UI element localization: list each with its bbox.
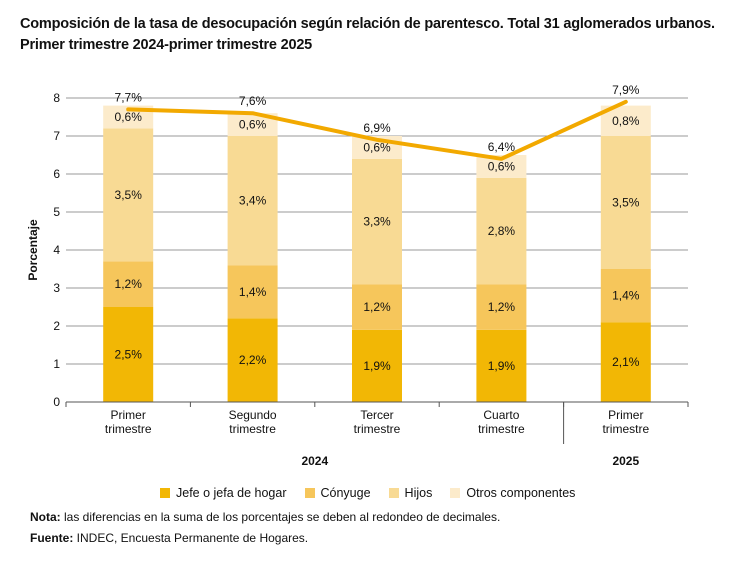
bar-segment-label: 3,3% xyxy=(363,215,391,229)
y-tick-label: 0 xyxy=(53,395,60,409)
y-tick-label: 5 xyxy=(53,205,60,219)
bar-segment xyxy=(600,269,651,323)
x-tick-label: trimestre xyxy=(478,422,525,436)
footnote-nota-text: las diferencias en la suma de los porcen… xyxy=(60,510,501,524)
total-rate-label: 6,9% xyxy=(363,121,391,135)
bar-segment-label: 3,4% xyxy=(239,194,267,208)
legend-label-conyuge: Cónyuge xyxy=(320,486,371,500)
legend-label-otros: Otros componentes xyxy=(466,486,576,500)
x-tick-label: Segundo xyxy=(229,408,277,422)
bar-segment-label: 2,2% xyxy=(239,353,267,367)
total-rate-label: 7,7% xyxy=(115,90,143,104)
x-tick-label: trimestre xyxy=(602,422,649,436)
bar-segment-label: 0,6% xyxy=(488,159,516,173)
x-tick-label: Primer xyxy=(608,408,643,422)
y-tick-label: 2 xyxy=(53,319,60,333)
bar-segment xyxy=(476,329,527,402)
bar-segment-label: 2,5% xyxy=(115,348,143,362)
legend-item-hijos: Hijos xyxy=(388,486,433,500)
bar-segment-label: 1,2% xyxy=(488,300,516,314)
x-tick-label: Primer xyxy=(111,408,146,422)
x-tick-label: trimestre xyxy=(229,422,276,436)
legend-label-jefe: Jefe o jefa de hogar xyxy=(176,486,287,500)
bar-segment-label: 3,5% xyxy=(612,196,640,210)
legend-label-hijos: Hijos xyxy=(404,486,433,500)
y-tick-label: 6 xyxy=(53,167,60,181)
bar-segment-label: 1,4% xyxy=(239,285,267,299)
footnote-fuente: Fuente: INDEC, Encuesta Permanente de Ho… xyxy=(30,531,308,545)
bar-segment xyxy=(476,284,527,330)
footnote-fuente-text: INDEC, Encuesta Permanente de Hogares. xyxy=(73,531,309,545)
bar-segment-label: 0,6% xyxy=(239,118,267,132)
bar-segment xyxy=(227,136,278,266)
total-rate-label: 6,4% xyxy=(488,140,516,154)
bar-segment xyxy=(476,155,527,178)
total-rate-label: 7,6% xyxy=(239,94,267,108)
year-group-label: 2024 xyxy=(301,454,328,468)
chart-title-line-1: Composición de la tasa de desocupación s… xyxy=(20,16,715,32)
bar-segment xyxy=(227,113,278,136)
x-tick-label: Cuarto xyxy=(483,408,519,422)
chart-title: Composición de la tasa de desocupación s… xyxy=(20,14,720,56)
bar-segment-label: 1,2% xyxy=(363,300,391,314)
bar-segment xyxy=(352,284,402,330)
bar-segment-label: 2,1% xyxy=(612,355,640,369)
bar-segment xyxy=(103,261,154,307)
footnote-nota-label: Nota: xyxy=(30,510,61,524)
bar-segment xyxy=(103,307,154,402)
bar-segment xyxy=(352,329,402,402)
y-axis-label: Porcentaje xyxy=(26,219,40,281)
stacked-bar-chart: 0 1 2 3 4 5 6 7 8 Porcentaje 2,5% 1,2% 3,5% 0,6% 2,2% 1… xyxy=(26,83,689,468)
bar-segment xyxy=(227,318,278,402)
bar-segment xyxy=(227,265,278,319)
legend-swatch-hijos xyxy=(388,488,399,498)
chart-title-line-2: Primer trimestre 2024-primer trimestre 2… xyxy=(20,37,313,53)
legend-swatch-conyuge xyxy=(304,488,315,498)
y-tick-label: 7 xyxy=(53,129,60,143)
total-rate-line xyxy=(126,99,628,161)
bar-segment xyxy=(600,136,651,269)
legend-item-conyuge: Cónyuge xyxy=(304,486,371,500)
legend-item-otros: Otros componentes xyxy=(450,486,575,500)
bar-segment xyxy=(476,177,527,285)
bar-segment-label: 0,8% xyxy=(612,114,640,128)
y-tick-label: 8 xyxy=(53,91,60,105)
chart-legend: Jefe o jefa de hogar Cónyuge Hijos Otros… xyxy=(160,486,575,500)
x-tick-label: Tercer xyxy=(360,408,393,422)
year-group-label: 2025 xyxy=(612,454,639,468)
bar-segment-label: 1,9% xyxy=(488,359,516,373)
x-tick-label: trimestre xyxy=(354,422,401,436)
y-tick-label: 4 xyxy=(53,243,60,257)
footnote-nota: Nota: las diferencias en la suma de los … xyxy=(30,510,500,524)
legend-item-jefe: Jefe o jefa de hogar xyxy=(160,486,287,500)
bar-segment xyxy=(352,158,402,285)
legend-swatch-otros xyxy=(450,488,461,498)
bar-segment-label: 1,4% xyxy=(612,289,640,303)
footnote-fuente-label: Fuente: xyxy=(30,531,74,545)
bar-segment-label: 1,9% xyxy=(363,359,391,373)
bar-segment-label: 0,6% xyxy=(115,110,143,124)
total-rate-label: 7,9% xyxy=(612,83,640,97)
bar-segment xyxy=(103,128,154,262)
y-tick-label: 3 xyxy=(53,281,60,295)
bar-segment xyxy=(600,322,651,402)
bar-segment-label: 2,8% xyxy=(488,224,516,238)
bar-segment-label: 3,5% xyxy=(115,188,143,202)
x-tick-label: trimestre xyxy=(105,422,152,436)
bar-segment-label: 0,6% xyxy=(363,140,391,154)
y-tick-label: 1 xyxy=(53,357,60,371)
legend-swatch-jefe xyxy=(160,488,170,498)
bar-segment-label: 1,2% xyxy=(115,277,143,291)
